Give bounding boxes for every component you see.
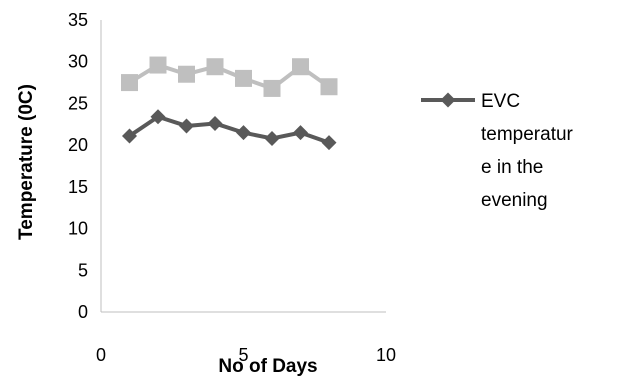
x-tick-label: 0 [96,345,106,365]
y-axis-title: Temperature (0C) [16,84,37,240]
y-tick-label: 20 [68,135,88,155]
data-point [264,130,280,146]
series-1 [122,109,337,151]
y-tick-labels: 0 5 10 15 20 25 30 35 [68,10,88,322]
y-tick-label: 15 [68,177,88,197]
x-axis-title: No of Days [218,356,317,377]
data-point [150,109,166,125]
y-tick-label: 10 [68,219,88,239]
data-point [121,74,138,92]
data-point [178,65,195,83]
y-tick-label: 0 [78,302,88,322]
x-tick-labels: 0 5 10 [96,345,396,365]
series-0 [121,56,338,97]
legend: EVC temperatur e in the evening [421,91,574,211]
data-point [149,56,167,74]
legend-label: EVC temperatur e in the evening [481,91,574,211]
data-point [292,58,309,76]
x-tick-label: 10 [376,345,396,365]
y-tick-label: 5 [78,260,88,280]
y-tick-label: 35 [68,10,88,30]
data-point [236,125,251,141]
data-point [206,58,224,76]
y-tick-label: 25 [68,93,88,113]
data-point [263,79,281,97]
data-point [179,118,194,134]
data-point [122,128,137,144]
legend-marker [440,92,456,108]
data-point [320,78,338,96]
data-point [207,115,223,131]
data-point [293,125,308,141]
series-layer [121,56,338,151]
data-point [235,69,252,87]
x-tick-label: 5 [238,345,248,365]
y-tick-label: 30 [68,52,88,72]
data-point [321,135,337,151]
